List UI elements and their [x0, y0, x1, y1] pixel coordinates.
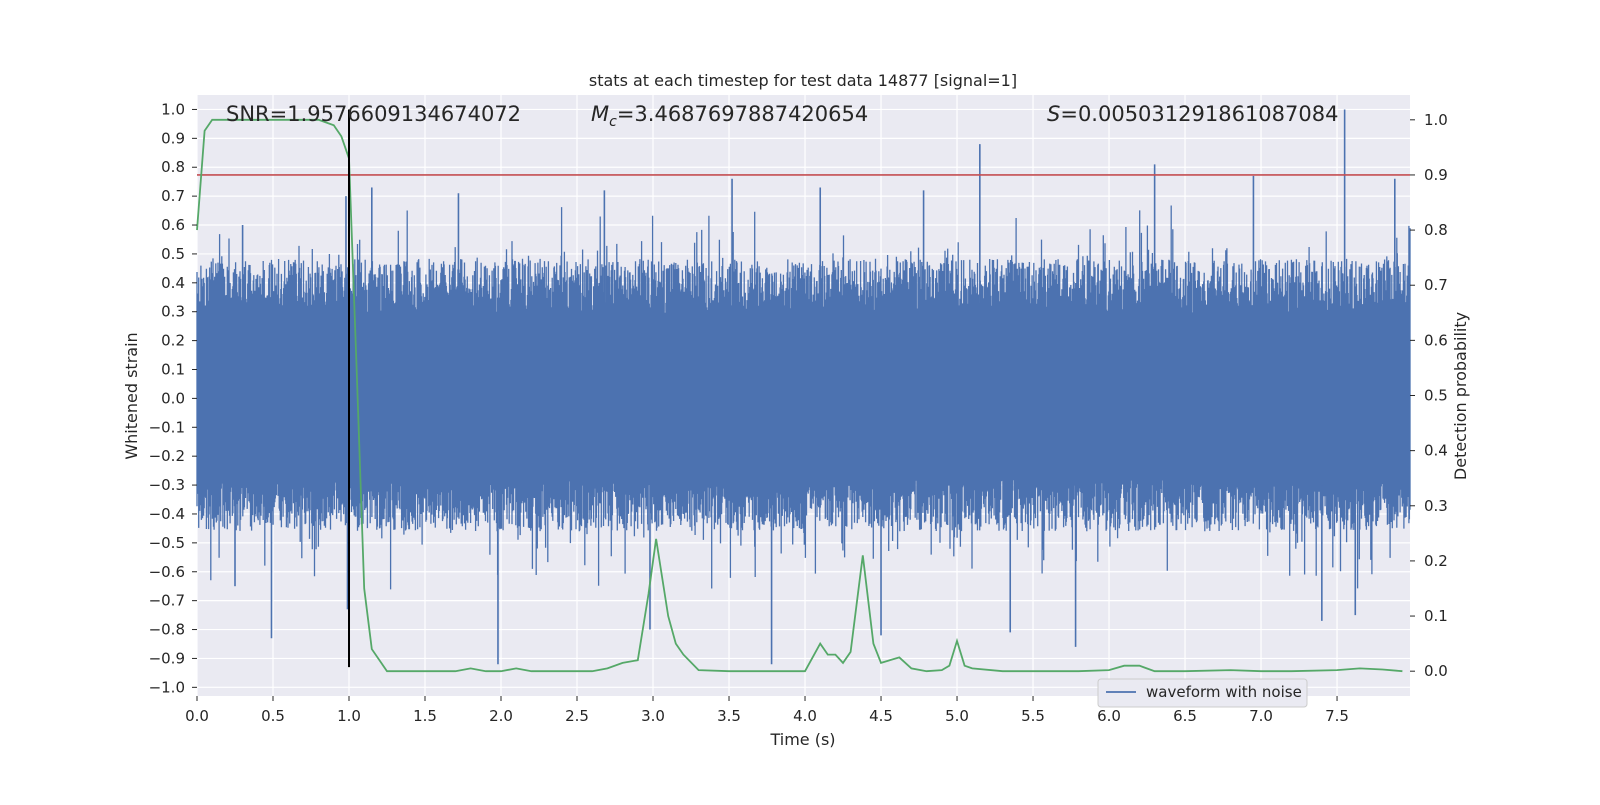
y-right-tick-label: 0.2 — [1424, 552, 1448, 570]
y-right-tick-label: 0.8 — [1424, 221, 1448, 239]
x-tick-label: 1.5 — [413, 707, 437, 725]
waveform-series — [196, 109, 1411, 665]
legend: waveform with noise — [1097, 678, 1308, 708]
y-right-tick-label: 0.3 — [1424, 497, 1448, 515]
y-left-tick-label: −0.9 — [149, 649, 185, 667]
y-left-tick-label: 0.7 — [161, 187, 185, 205]
x-tick-label: 6.5 — [1173, 707, 1197, 725]
waveform-trace — [196, 205, 1411, 590]
s-annotation: S=0.005031291861087084 — [1047, 102, 1338, 126]
y-left-tick-label: 0.4 — [161, 274, 185, 292]
x-tick-label: 3.0 — [641, 707, 665, 725]
detection-probability-line — [196, 118, 1403, 673]
y-left-tick-label: −1.0 — [149, 678, 185, 696]
y-right-tick-label: 0.1 — [1424, 607, 1448, 625]
y-left-axis-ticks: −1.0 −0.9 −0.8 −0.7 −0.6 −0.5 −0.4 −0.3 −0.2 −0.1… — [149, 100, 197, 696]
y-right-axis-label: Detection probability — [1451, 312, 1470, 480]
y-right-axis-ticks: 0.0 0.1 0.2 0.3 0.4 0.5 0.6 0.7 0.8 0.9 1.0 — [1410, 111, 1448, 680]
y-left-axis-label: Whitened strain — [122, 332, 141, 459]
x-tick-label: 3.5 — [717, 707, 741, 725]
chirp-mass-annotation: Mc=3.4687697887420654 — [591, 102, 868, 130]
y-left-tick-label: −0.8 — [149, 621, 185, 639]
x-axis-ticks: 0.0 0.5 1.0 1.5 2.0 2.5 3.0 3.5 4.0 4.5 5.0 5.5 6.0 6… — [185, 696, 1349, 725]
y-left-tick-label: 0.8 — [161, 158, 185, 176]
snr-annotation: SNR=1.9576609134674072 — [226, 102, 521, 126]
y-right-tick-label: 0.6 — [1424, 331, 1448, 349]
y-left-tick-label: 1.0 — [161, 100, 185, 118]
y-right-tick-label: 0.4 — [1424, 442, 1448, 460]
x-tick-label: 4.0 — [793, 707, 817, 725]
x-tick-label: 7.5 — [1325, 707, 1349, 725]
y-left-tick-label: −0.7 — [149, 592, 185, 610]
legend-box — [1097, 678, 1308, 708]
x-tick-label: 6.0 — [1097, 707, 1121, 725]
y-right-tick-label: 0.7 — [1424, 276, 1448, 294]
y-left-tick-label: −0.6 — [149, 563, 185, 581]
y-right-tick-label: 1.0 — [1424, 111, 1448, 129]
y-left-tick-label: −0.1 — [149, 418, 185, 436]
y-left-tick-label: 0.3 — [161, 303, 185, 321]
y-left-tick-label: −0.3 — [149, 476, 185, 494]
x-axis-label: Time (s) — [769, 730, 835, 749]
y-left-tick-label: 0.9 — [161, 129, 185, 147]
y-left-tick-label: 0.2 — [161, 332, 185, 350]
y-right-tick-label: 0.0 — [1424, 662, 1448, 680]
x-tick-label: 2.0 — [489, 707, 513, 725]
x-tick-label: 2.5 — [565, 707, 589, 725]
y-left-tick-label: 0.0 — [161, 389, 185, 407]
x-tick-label: 0.0 — [185, 707, 209, 725]
y-left-tick-label: 0.1 — [161, 360, 185, 378]
y-right-tick-label: 0.9 — [1424, 166, 1448, 184]
x-tick-label: 4.5 — [869, 707, 893, 725]
y-right-tick-label: 0.5 — [1424, 387, 1448, 405]
legend-label-waveform: waveform with noise — [1146, 683, 1302, 701]
y-left-tick-label: −0.2 — [149, 447, 185, 465]
y-left-tick-label: −0.5 — [149, 534, 185, 552]
chart-title: stats at each timestep for test data 148… — [589, 71, 1017, 90]
y-left-tick-label: 0.5 — [161, 245, 185, 263]
x-tick-label: 1.0 — [337, 707, 361, 725]
y-left-tick-label: −0.4 — [149, 505, 185, 523]
x-tick-label: 0.5 — [261, 707, 285, 725]
x-tick-label: 7.0 — [1249, 707, 1273, 725]
y-left-tick-label: 0.6 — [161, 216, 185, 234]
x-tick-label: 5.0 — [945, 707, 969, 725]
x-tick-label: 5.5 — [1021, 707, 1045, 725]
